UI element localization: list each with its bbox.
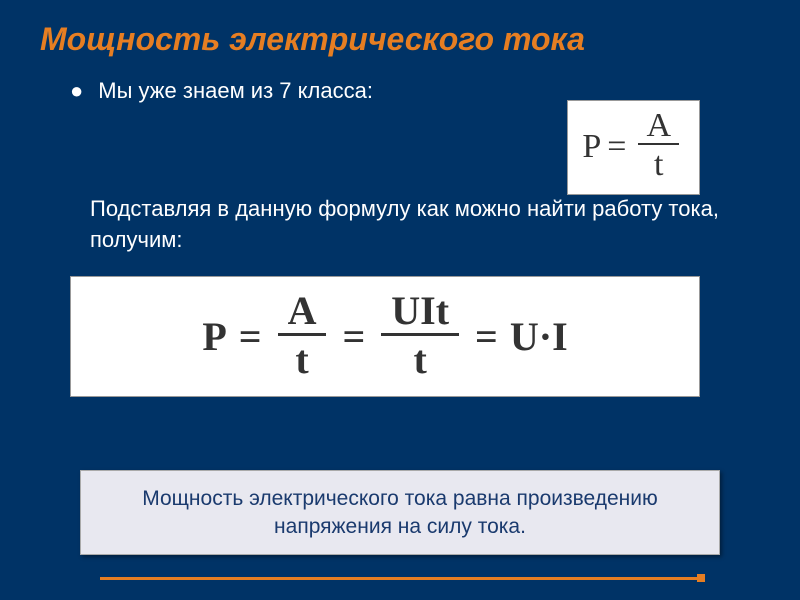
footer-box: Мощность электрического тока равна произ…	[80, 470, 720, 555]
formula-large-frac2-num: UIt	[381, 289, 459, 336]
formula-small-fraction: A t	[638, 109, 679, 186]
formula-large-frac1: A t	[278, 289, 327, 384]
decoration-bar	[100, 577, 700, 580]
formula-large-lhs: P	[202, 313, 226, 360]
formula-large-eq3: =	[475, 313, 498, 360]
formula-large-frac1-den: t	[285, 336, 318, 384]
decoration-square-icon	[697, 574, 705, 582]
formula-large-frac2-den: t	[403, 336, 436, 384]
formula-small-eq: =	[607, 128, 626, 166]
body-line-2: Подставляя в данную формулу как можно на…	[90, 194, 760, 256]
formula-large: P = A t = UIt t = U·I	[91, 289, 679, 384]
formula-small-num: A	[638, 109, 679, 145]
formula-large-eq2: =	[342, 313, 365, 360]
decoration-line	[0, 574, 800, 580]
formula-small-den: t	[646, 145, 671, 186]
bullet-icon: ●	[70, 78, 83, 104]
slide-container: Мощность электрического тока ● Мы уже зн…	[0, 0, 800, 600]
formula-large-frac2: UIt t	[381, 289, 459, 384]
footer-text: Мощность электрического тока равна произ…	[101, 485, 699, 540]
formula-small-box: P = A t	[567, 100, 700, 195]
body-line-1: Мы уже знаем из 7 класса:	[98, 78, 373, 104]
formula-large-eq1: =	[239, 313, 262, 360]
formula-small-lhs: P	[582, 128, 601, 166]
formula-large-frac1-num: A	[278, 289, 327, 336]
formula-large-box: P = A t = UIt t = U·I	[70, 276, 700, 397]
slide-title: Мощность электрического тока	[40, 20, 760, 58]
formula-small: P = A t	[582, 109, 685, 186]
formula-large-rhs: U·I	[510, 313, 568, 360]
